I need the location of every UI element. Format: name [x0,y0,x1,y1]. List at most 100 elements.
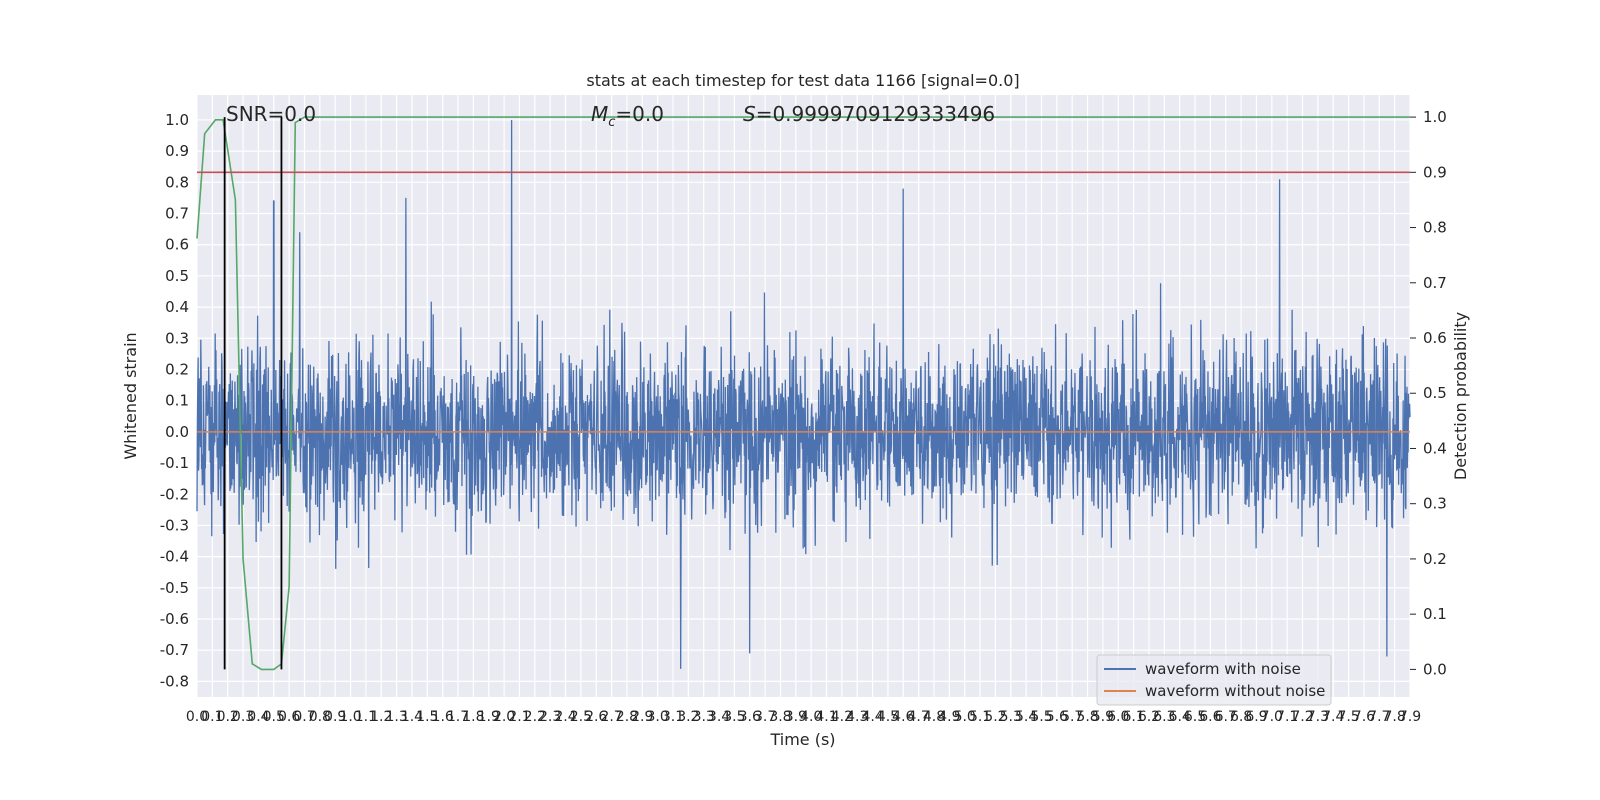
x-tick-label: 3.0 [647,709,669,725]
x-tick-label: 1.0 [339,709,361,725]
x-tick-label: 7.9 [1399,709,1421,725]
x-tick-label: 0.4 [247,709,269,725]
x-tick-label: 1.5 [416,709,438,725]
y-tick-label-left: 0.7 [165,205,189,223]
y-tick-label-left: 1.0 [165,111,189,129]
x-tick-label: 2.6 [585,709,607,725]
legend-label-with-noise: waveform with noise [1145,660,1301,678]
y-tick-label-left: 0.3 [165,329,189,347]
lines-layer [196,116,1410,671]
y-tick-label-right: 0.8 [1423,219,1447,237]
x-tick-label: 6.5 [1184,709,1206,725]
x-axis-label: Time (s) [769,730,835,749]
x-tick-label: 2.1 [508,709,530,725]
x-tick-label: 6.0 [1107,709,1129,725]
x-tick-label: 2.0 [493,709,515,725]
x-tick-label: 7.6 [1353,709,1375,725]
x-tick-label: 4.7 [908,709,930,725]
y-tick-label-left: -0.5 [160,579,189,597]
y-tick-label-left: 0.9 [165,142,189,160]
y-tick-label-right: 0.1 [1423,605,1447,623]
x-tick-label: 1.4 [401,709,423,725]
y-axis-label-right: Detection probability [1451,312,1470,480]
x-tick-label: 5.2 [984,709,1006,725]
x-tick-label: 3.6 [739,709,761,725]
waveform-with-noise-series [196,119,1411,669]
y-tick-label-right: 0.2 [1423,550,1447,568]
x-tick-label: 6.2 [1138,709,1160,725]
x-tick-label: 1.3 [385,709,407,725]
snr-annotation: SNR=0.0 [226,102,316,126]
x-tick-label: 5.5 [1030,709,1052,725]
x-tick-label: 5.7 [1061,709,1083,725]
x-tick-label: 5.3 [1000,709,1022,725]
x-tick-label: 6.9 [1245,709,1267,725]
y-tick-label-right: 0.6 [1423,329,1447,347]
x-tick-label: 1.6 [432,709,454,725]
x-tick-label: 4.4 [861,709,883,725]
x-tick-label: 0.7 [293,709,315,725]
mc-symbol: M [591,102,608,126]
x-tick-label: 2.8 [616,709,638,725]
x-tick-label: 2.9 [631,709,653,725]
y-tick-label-left: 0.4 [165,298,189,316]
y-tick-label-left: -0.1 [160,454,189,472]
x-tick-label: 2.5 [570,709,592,725]
mc-value: =0.0 [615,102,664,126]
x-tick-label: 4.0 [800,709,822,725]
x-tick-label: 3.3 [693,709,715,725]
x-tick-label: 7.0 [1261,709,1283,725]
y-tick-label-right: 0.0 [1423,660,1447,678]
x-tick-label: 4.3 [846,709,868,725]
y-tick-label-left: 0.0 [165,423,189,441]
x-tick-label: 4.8 [923,709,945,725]
x-tick-label: 1.7 [447,709,469,725]
x-tick-label: 7.8 [1384,709,1406,725]
s-symbol: S [743,102,756,126]
x-tick-label: 5.8 [1076,709,1098,725]
y-tick-label-right: 0.5 [1423,384,1447,402]
x-tick-label: 7.2 [1291,709,1313,725]
x-tick-label: 7.4 [1322,709,1344,725]
x-tick-label: 4.2 [831,709,853,725]
x-tick-label: 0.6 [278,709,300,725]
y-tick-label-left: -0.2 [160,485,189,503]
x-tick-label: 0.5 [263,709,285,725]
x-tick-label: 5.9 [1092,709,1114,725]
x-tick-label: 3.9 [785,709,807,725]
x-tick-label: 7.1 [1276,709,1298,725]
x-tick-label: 2.4 [554,709,576,725]
x-tick-label: 7.7 [1368,709,1390,725]
x-tick-label: 2.7 [600,709,622,725]
x-tick-label: 6.7 [1215,709,1237,725]
x-tick-label: 6.3 [1153,709,1175,725]
y-tick-label-left: 0.1 [165,392,189,410]
right-axis-ticks: 0.0 0.1 0.2 0.3 0.4 0.5 0.6 0.7 0.8 0.9 1.0 [1410,108,1447,678]
x-tick-label: 0.2 [217,709,239,725]
y-tick-label-left: -0.6 [160,610,189,628]
s-value: =0.9999709129333496 [756,102,995,126]
x-tick-label: 3.8 [769,709,791,725]
series-waveform-with-noise [196,119,1411,669]
x-tick-label: 3.5 [723,709,745,725]
x-tick-label: 5.1 [969,709,991,725]
x-tick-label: 7.3 [1307,709,1329,725]
mc-annotation: Mc=0.0 [591,102,664,130]
y-tick-label-right: 1.0 [1423,108,1447,126]
y-tick-label-right: 0.9 [1423,163,1447,181]
x-tick-label: 3.1 [662,709,684,725]
series-2 [196,116,1410,671]
mc-subscript: c [608,115,615,130]
y-tick-label-left: -0.8 [160,672,189,690]
x-tick-label: 6.1 [1122,709,1144,725]
x-tick-label: 3.4 [708,709,730,725]
legend: waveform with noise waveform without noi… [1096,654,1332,706]
x-tick-label: 4.5 [877,709,899,725]
x-tick-label: 5.0 [954,709,976,725]
x-tick-label: 1.2 [370,709,392,725]
x-tick-label: 4.6 [892,709,914,725]
x-tick-label: 6.8 [1230,709,1252,725]
y-tick-label-left: 0.8 [165,173,189,191]
y-tick-label-right: 0.7 [1423,274,1447,292]
